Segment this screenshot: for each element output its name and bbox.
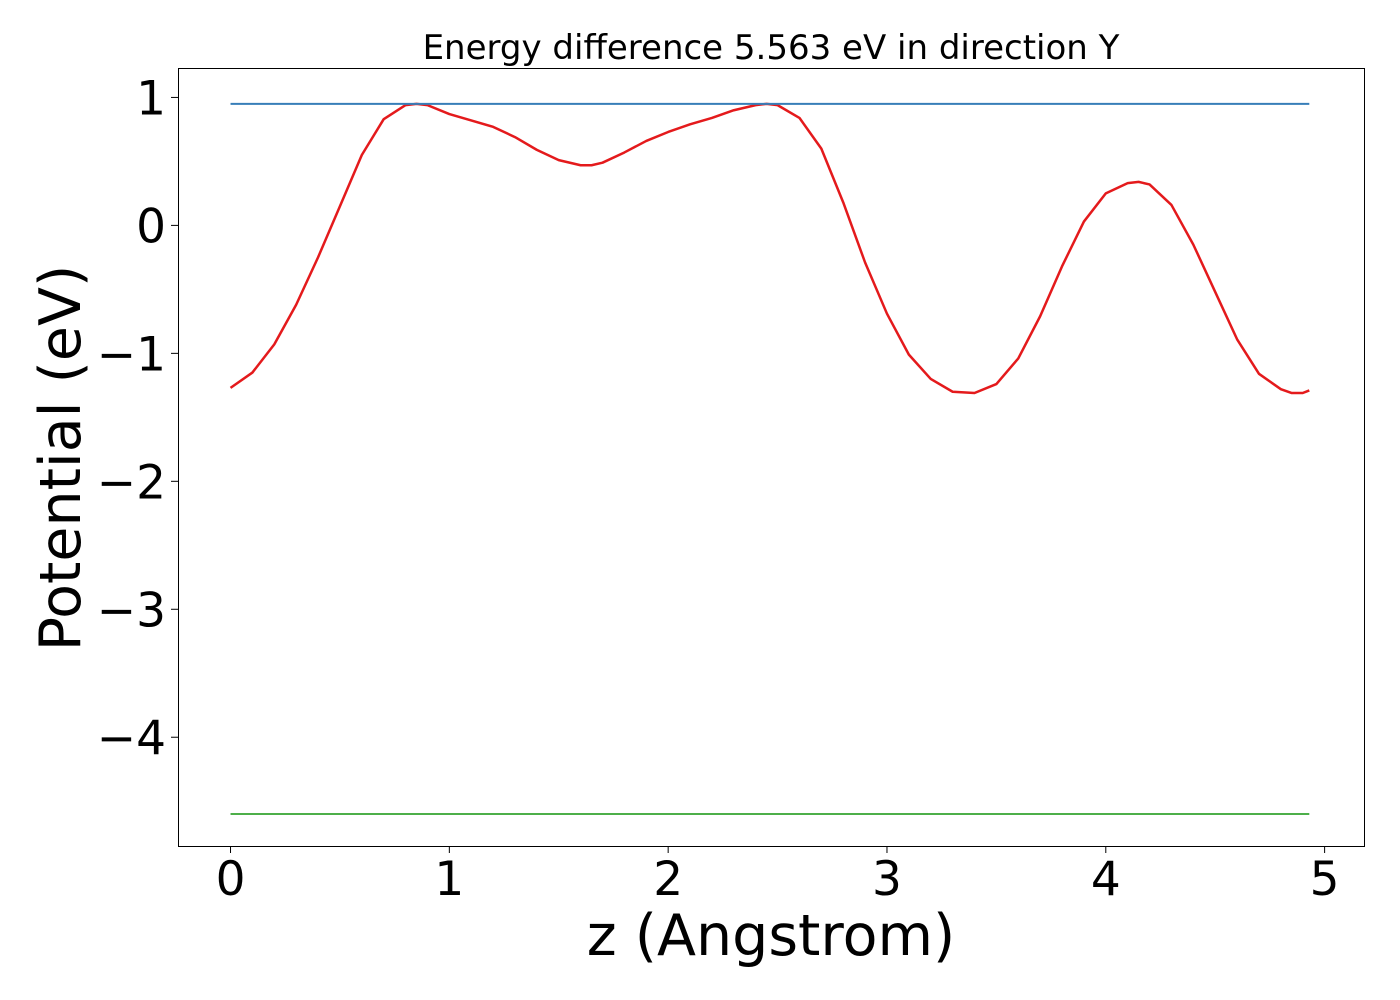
y-axis-label: Potential (eV) (28, 265, 94, 651)
chart-title: Energy difference 5.563 eV in direction … (423, 28, 1120, 68)
x-tick-label: 5 (1310, 852, 1340, 907)
y-axis: 1 0 −1 −2 −3 −4 (97, 71, 178, 766)
y-tick-label: 0 (136, 199, 166, 254)
series-line-1 (229, 102, 1310, 395)
plot-frame (178, 68, 1365, 847)
y-tick-label: −3 (97, 583, 166, 638)
x-tick-label: 4 (1091, 852, 1121, 907)
y-tick-label: −4 (97, 711, 166, 766)
x-axis: 0 1 2 3 4 5 (216, 846, 1340, 907)
y-tick-label: 1 (136, 71, 166, 126)
y-tick-label: −1 (97, 327, 166, 382)
x-tick-label: 3 (872, 852, 902, 907)
x-tick-label: 1 (434, 852, 464, 907)
series-layer (229, 102, 1310, 816)
y-tick-label: −2 (97, 455, 166, 510)
x-tick-label: 0 (216, 852, 246, 907)
x-tick-label: 2 (653, 852, 683, 907)
x-axis-label: z (Angstrom) (587, 903, 955, 969)
